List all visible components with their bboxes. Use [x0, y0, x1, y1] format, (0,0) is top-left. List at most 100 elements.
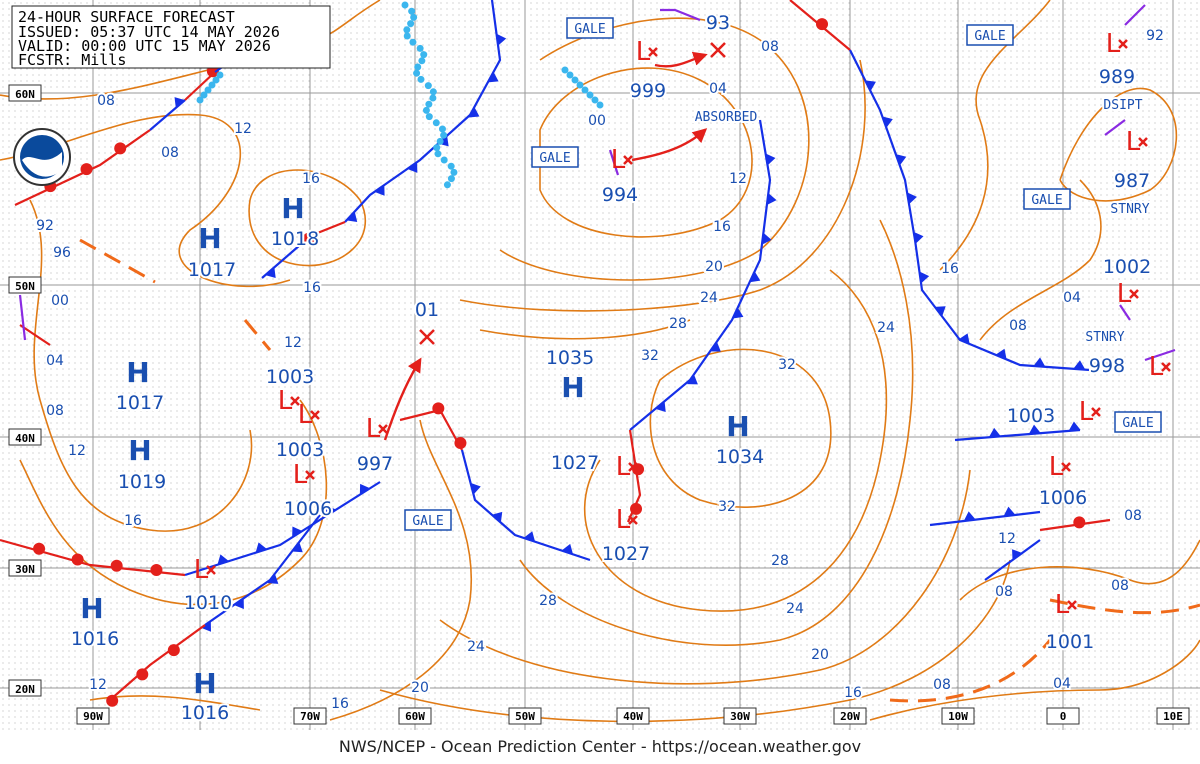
isobar-label: 28: [539, 593, 557, 609]
isobar-label: 96: [53, 245, 71, 261]
latitude-label-box: [8, 559, 42, 577]
warm-front-pip: [106, 694, 119, 707]
isobar-label: 08: [1009, 318, 1027, 334]
longitude-label: 60W: [405, 710, 425, 723]
warm-front-pip: [302, 232, 315, 245]
longitude-label-box: [616, 707, 650, 725]
cold-front-pip: [174, 97, 185, 108]
latitude-label: 60N: [15, 88, 35, 101]
gale-box: [1023, 188, 1071, 210]
warm-front-pip: [33, 542, 46, 555]
cold-front-pip: [496, 33, 507, 46]
high-pressure: 1016: [181, 702, 229, 724]
annotation: STNRY: [1110, 202, 1149, 217]
warm-front-pip: [630, 502, 643, 515]
isobar-label: 24: [786, 601, 804, 617]
annotation: ABSORBED: [695, 110, 758, 125]
isobar-label: 28: [669, 316, 687, 332]
ice-dot: [429, 88, 437, 96]
ice-dot: [196, 96, 204, 104]
gale-warning: GALE: [1031, 193, 1062, 208]
latitude-label-box: [8, 428, 42, 446]
ice-dot: [434, 150, 442, 158]
longitude-label: 70W: [300, 710, 320, 723]
low-center: [310, 410, 320, 420]
isobar-label: 20: [811, 647, 829, 663]
warm-front-pip: [136, 668, 149, 681]
ice-dot: [410, 13, 418, 21]
cold-front-pip: [958, 333, 970, 345]
cold-front-pip: [233, 598, 244, 610]
isobar-label: 16: [713, 219, 731, 235]
ice-dot: [586, 91, 594, 99]
ice-dot: [422, 106, 430, 114]
cold-front-pip: [346, 211, 358, 223]
isobar-label: 16: [941, 261, 959, 277]
ice-dot: [429, 94, 437, 102]
header-line: 24-HOUR SURFACE FORECAST: [18, 8, 235, 26]
isobar-label: 04: [1053, 676, 1071, 692]
high-pressure: 1035: [546, 347, 594, 369]
low-pressure: 1010: [184, 592, 232, 614]
gale-box: [566, 17, 614, 39]
isobar-label: 08: [97, 93, 115, 109]
cold-front-pip: [255, 542, 268, 553]
isobar-label: 92: [36, 218, 54, 234]
longitude-label-box: [76, 707, 110, 725]
isobar-label: 12: [284, 335, 302, 351]
ice-dot: [433, 144, 441, 152]
ice-dot: [200, 91, 208, 99]
high-symbol: H: [80, 592, 103, 625]
low-pressure: 987: [1114, 170, 1150, 192]
warm-front-pip: [432, 402, 445, 415]
gale-box: [1114, 411, 1162, 433]
movement-arrows: [383, 51, 708, 441]
low-symbol: L: [636, 37, 651, 67]
purple-occlusions: [18, 4, 1176, 362]
isobar-label: 00: [588, 113, 606, 129]
cold-front-pip: [895, 154, 907, 166]
warm-front: [14, 129, 151, 206]
cold-front-pip: [963, 511, 976, 522]
longitude-label: 90W: [83, 710, 103, 723]
high-pressure: 1034: [716, 446, 764, 468]
cold-front-pip: [1012, 549, 1023, 561]
low-symbol: L: [366, 414, 381, 444]
cold-front-pip: [359, 483, 371, 495]
isobar-label: 08: [1111, 578, 1129, 594]
graticule: [0, 0, 1200, 730]
isobar-label: 32: [718, 499, 736, 515]
high-pressure: 1019: [118, 471, 166, 493]
isobar-label: 08: [46, 403, 64, 419]
low-pressure: 999: [630, 80, 666, 102]
cold-front: [984, 539, 1041, 581]
low-symbol: L: [278, 386, 293, 416]
latitude-label: 40N: [15, 432, 35, 445]
cold-front-pip: [766, 193, 777, 205]
warm-front: [109, 624, 206, 701]
low-pressure: 93: [706, 12, 730, 34]
cold-front-pip: [1068, 421, 1081, 431]
ice-dot: [447, 162, 455, 170]
ice-dot: [443, 181, 451, 189]
isobar-label: 16: [331, 696, 349, 712]
ice-dot: [571, 76, 579, 84]
ice-dot: [417, 75, 425, 83]
ice-dot: [418, 57, 426, 65]
cold-front-pip: [407, 162, 418, 173]
low-center: [1091, 407, 1101, 417]
annotation: DSIPT: [1103, 98, 1142, 113]
high-symbol: H: [726, 410, 749, 443]
ice-dot: [438, 125, 446, 133]
ice-dot: [581, 86, 589, 94]
longitude-label: 20W: [840, 710, 860, 723]
ice-dot: [440, 156, 448, 164]
longitude-label: 30W: [730, 710, 750, 723]
isobar-label: 12: [234, 121, 252, 137]
ice-dot: [403, 26, 411, 34]
cold-front-pip: [491, 511, 503, 523]
cold-front-pip: [882, 116, 893, 128]
cold-front-pip: [200, 620, 211, 632]
isobar-label: 08: [1124, 508, 1142, 524]
ice-dot: [561, 66, 569, 74]
